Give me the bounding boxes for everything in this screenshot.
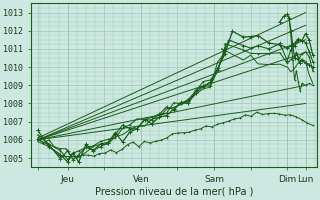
X-axis label: Pression niveau de la mer( hPa ): Pression niveau de la mer( hPa ) bbox=[95, 187, 253, 197]
